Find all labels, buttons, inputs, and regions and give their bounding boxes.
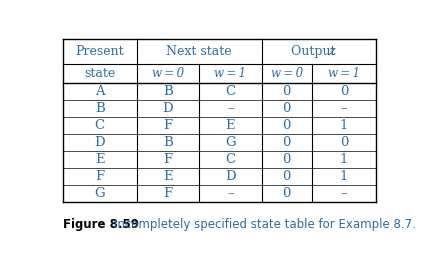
- Text: 1: 1: [340, 170, 348, 183]
- Text: –: –: [340, 187, 347, 200]
- Text: –: –: [227, 187, 234, 200]
- Text: F: F: [163, 187, 173, 200]
- Text: F: F: [163, 119, 173, 132]
- Text: G: G: [225, 136, 236, 149]
- Text: 0: 0: [283, 153, 291, 166]
- Text: E: E: [95, 153, 105, 166]
- Text: 0: 0: [283, 119, 291, 132]
- Text: 1: 1: [340, 153, 348, 166]
- Text: –: –: [340, 102, 347, 115]
- Text: C: C: [225, 85, 235, 98]
- Text: Next state: Next state: [166, 45, 232, 58]
- Text: E: E: [226, 119, 235, 132]
- Text: G: G: [94, 187, 105, 200]
- Text: F: F: [163, 153, 173, 166]
- Text: D: D: [94, 136, 105, 149]
- Text: 0: 0: [283, 102, 291, 115]
- Text: 0: 0: [283, 170, 291, 183]
- Text: –: –: [227, 102, 234, 115]
- Text: F: F: [95, 170, 104, 183]
- Text: D: D: [162, 102, 173, 115]
- Text: E: E: [163, 170, 173, 183]
- Text: 0: 0: [283, 136, 291, 149]
- Text: w = 0: w = 0: [271, 67, 303, 80]
- Text: B: B: [95, 102, 105, 115]
- Text: w = 1: w = 1: [214, 67, 246, 80]
- Text: 0: 0: [340, 136, 348, 149]
- Text: state: state: [84, 67, 116, 80]
- Text: w = 1: w = 1: [328, 67, 360, 80]
- Text: Present: Present: [76, 45, 124, 58]
- Text: B: B: [163, 85, 173, 98]
- Text: 0: 0: [283, 187, 291, 200]
- Text: 0: 0: [340, 85, 348, 98]
- Text: A: A: [95, 85, 105, 98]
- Text: C: C: [225, 153, 235, 166]
- Text: Incompletely specified state table for Example 8.7.: Incompletely specified state table for E…: [114, 218, 416, 231]
- Text: 0: 0: [283, 85, 291, 98]
- Text: C: C: [95, 119, 105, 132]
- Text: z: z: [328, 45, 334, 58]
- Text: 1: 1: [340, 119, 348, 132]
- Text: B: B: [163, 136, 173, 149]
- Text: w = 0: w = 0: [152, 67, 184, 80]
- Text: Figure 8.59: Figure 8.59: [63, 218, 139, 231]
- Text: Output: Output: [291, 45, 339, 58]
- Text: D: D: [225, 170, 236, 183]
